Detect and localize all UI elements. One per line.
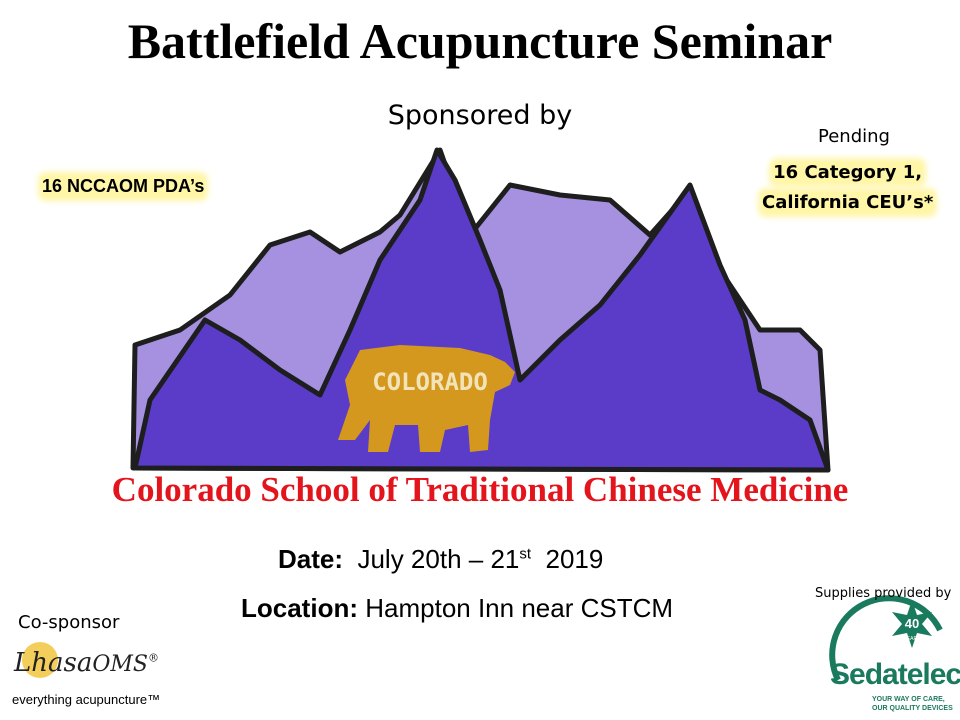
badge-number: 40 [905, 616, 919, 631]
ceu-line: 16 Category 1, [773, 162, 923, 183]
date-year: 2019 [545, 544, 604, 574]
date-suffix: st [519, 545, 532, 563]
title: Battlefield Acupuncture Seminar [127, 13, 833, 69]
bear [338, 345, 515, 452]
sedatelec-tagline: OUR QUALITY DEVICES [872, 705, 953, 712]
lhasa-symbol [22, 642, 58, 678]
lhasa-brand-2: OMS [92, 652, 148, 677]
school-name: Colorado School of Traditional Chinese M… [111, 470, 849, 509]
sponsored-by: Sponsored by [387, 100, 573, 131]
lhasa-logo: LhasaOMS® [14, 648, 159, 678]
mountains-front [132, 147, 831, 473]
location-value: Hampton Inn near CSTCM [365, 593, 674, 623]
cosponsor-label: Co-sponsor [18, 612, 120, 633]
pda-badge: 16 NCCAOM PDA’s [42, 176, 205, 197]
lhasa-tagline: everything acupuncture™ [12, 692, 161, 707]
location: Location: Hampton Inn near CSTCM [241, 593, 673, 624]
lhasa-reg: ® [148, 651, 159, 665]
sedatelec-badge [892, 600, 932, 648]
ceu-line: California CEU’s* [762, 192, 934, 213]
date: Date: July 20th – 21st 2019 [278, 544, 603, 575]
lhasa-brand: Lhasa [14, 648, 93, 678]
sedatelec-tagline: YOUR WAY OF CARE, [872, 696, 945, 703]
supplier-label: Supplies provided by [815, 586, 952, 601]
location-label: Location: [241, 593, 358, 623]
badge-text: YEARS [904, 636, 922, 642]
ceu-badge: 16 Category 1, California CEU’s* [762, 158, 934, 218]
date-label: Date: [278, 544, 344, 574]
bear-text: COLORADO [372, 368, 488, 396]
sedatelec-brand: Sedatelec [830, 658, 960, 691]
sedatelec-arc [829, 595, 943, 682]
pending: Pending [818, 126, 890, 147]
date-value: July 20th – 21 [357, 544, 520, 574]
